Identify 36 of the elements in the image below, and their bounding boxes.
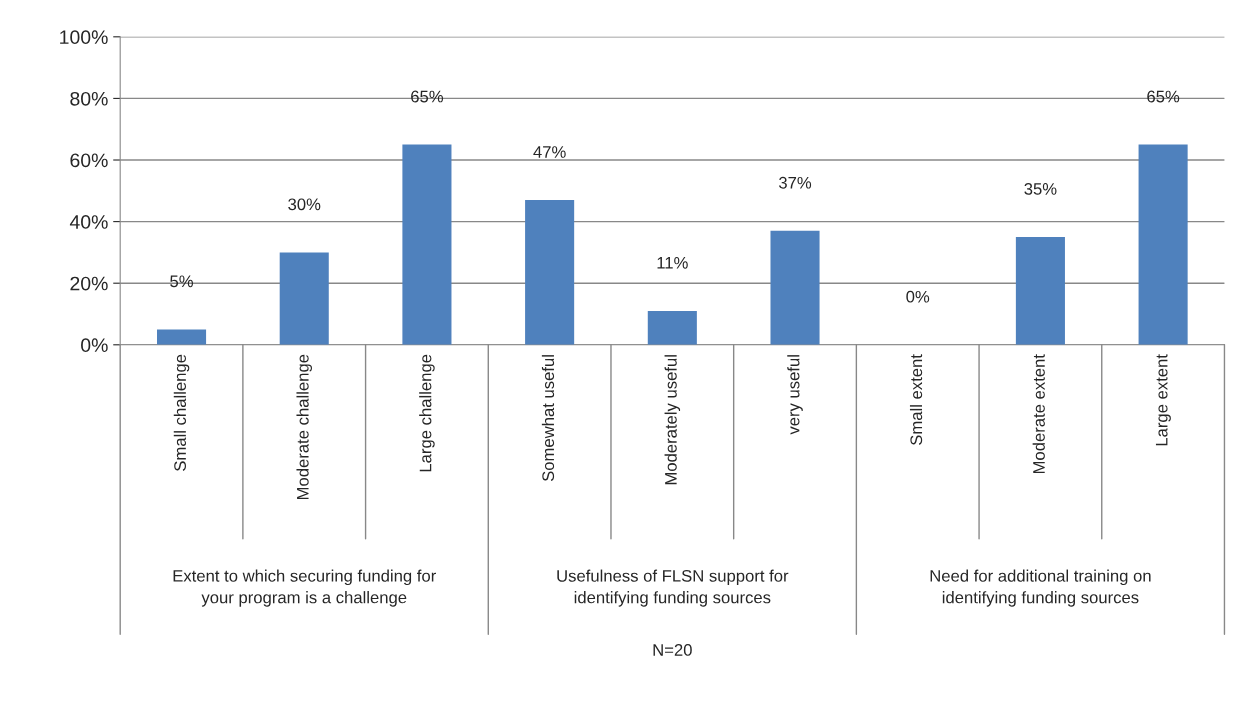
bar	[525, 200, 575, 345]
bar	[647, 310, 697, 345]
x-tick-label: Small challenge	[173, 354, 190, 471]
data-label: 65%	[1147, 90, 1180, 103]
data-label: 47%	[533, 146, 566, 158]
bar	[279, 252, 329, 345]
data-label: 37%	[778, 176, 812, 189]
text: Extent to which securing funding for your program is a challenge	[173, 569, 436, 607]
bar	[157, 329, 207, 345]
bar	[1138, 144, 1188, 345]
x-tick-label: Moderate challenge	[296, 354, 312, 500]
x-tick-label: Somewhat useful	[541, 355, 555, 482]
text: Need for additional training on identifying funding sources	[930, 569, 1151, 607]
x-tick-label: very useful	[787, 355, 803, 435]
x-tick-label: Moderate extent	[1032, 354, 1045, 474]
x-tick-label: Moderately useful	[664, 355, 681, 485]
text: Usefulness of FLSN support for identifying funding sources	[557, 569, 789, 607]
x-tick-label: Large challenge	[419, 354, 435, 472]
y-tick-label: 80%	[70, 91, 108, 106]
x-tick-label: Large extent	[1155, 354, 1171, 446]
y-tick-label: 0%	[81, 338, 108, 353]
data-label: 35%	[1024, 183, 1057, 195]
y-tick-label: 100%	[60, 30, 108, 45]
y-tick-label: 20%	[70, 276, 108, 291]
data-label: 11%	[657, 257, 688, 269]
x-tick-label: Small extent	[909, 354, 923, 445]
bar	[402, 144, 452, 345]
data-label: 30%	[288, 198, 321, 211]
y-tick-label: 60%	[70, 153, 108, 168]
bar	[1015, 237, 1065, 345]
data-label: 5%	[170, 275, 193, 288]
data-label: 0%	[906, 290, 930, 303]
data-label: 65%	[411, 90, 444, 103]
text: N=20	[653, 644, 692, 656]
bar	[770, 230, 820, 345]
y-tick-label: 40%	[69, 215, 108, 229]
